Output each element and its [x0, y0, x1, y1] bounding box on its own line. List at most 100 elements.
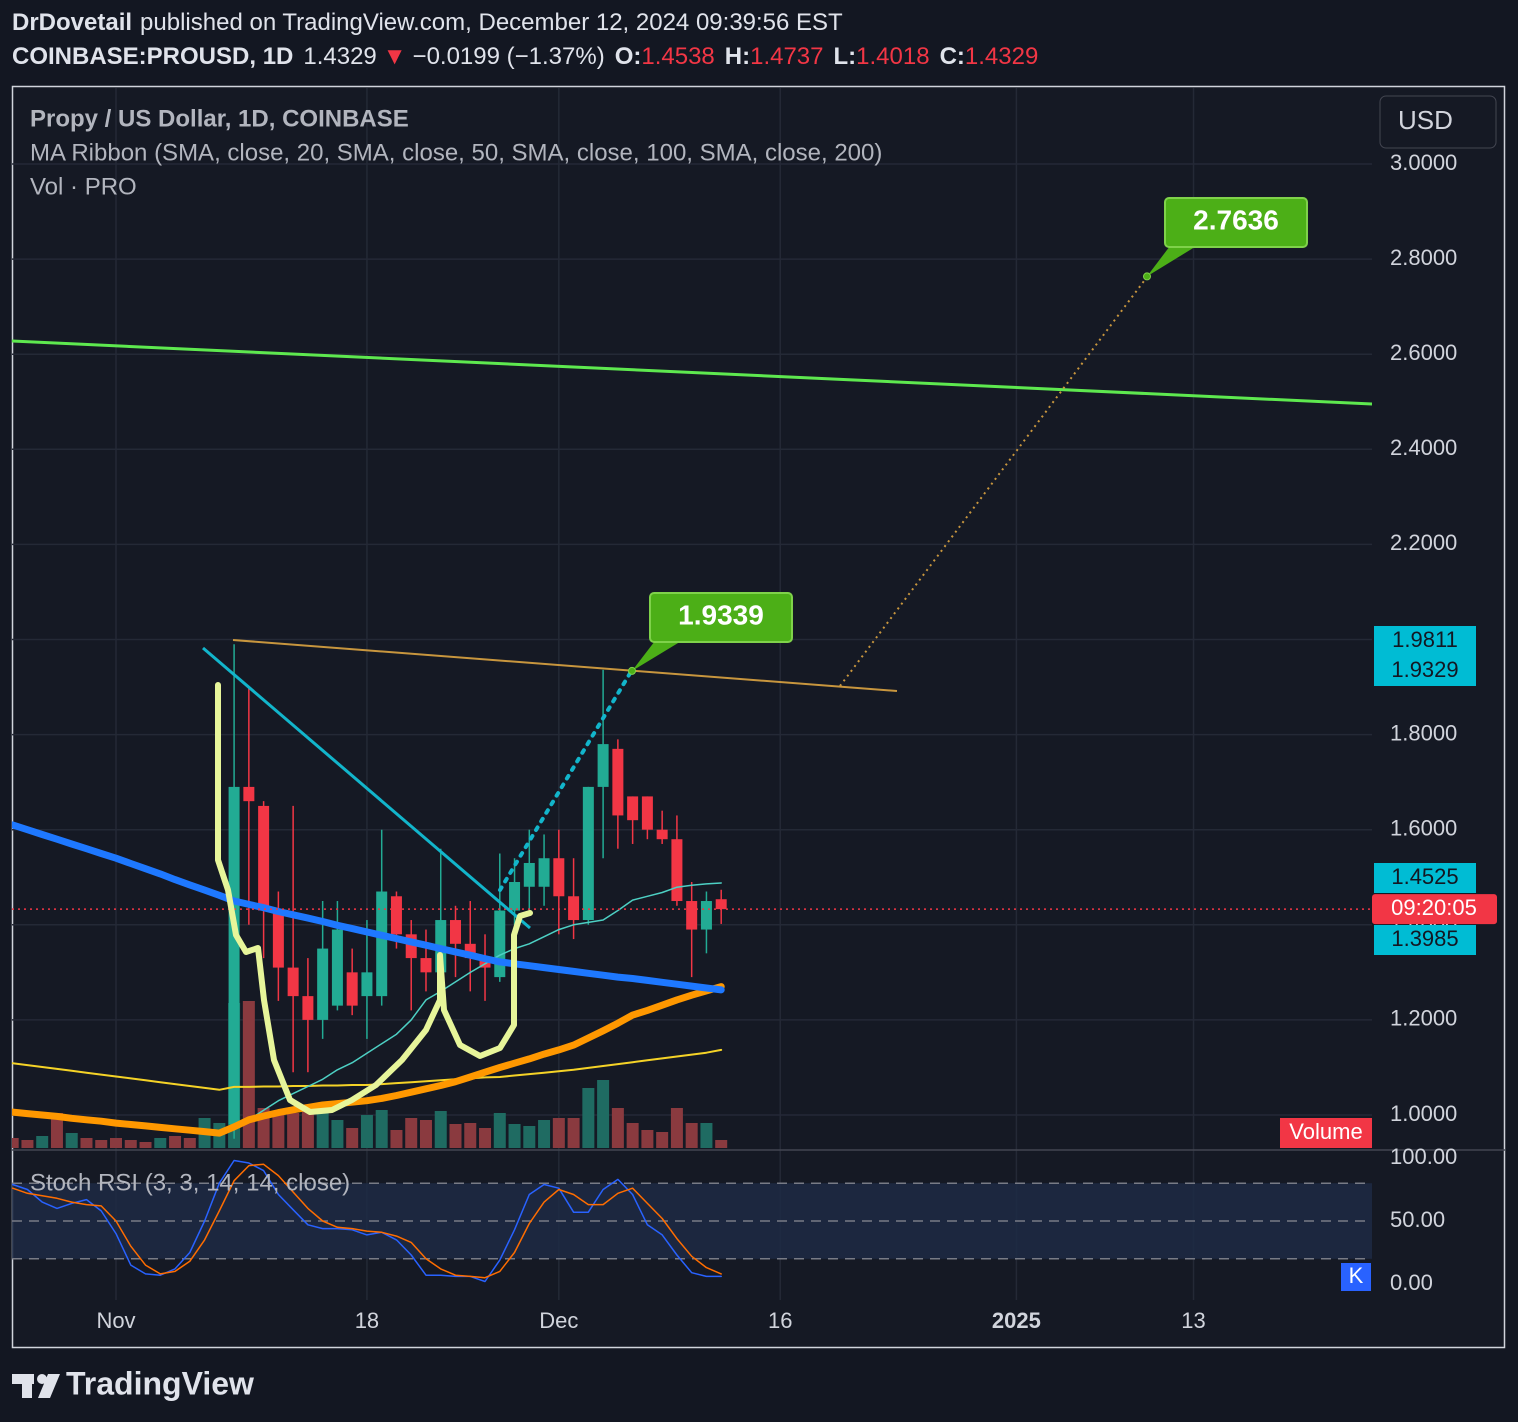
candle-body	[302, 996, 314, 1020]
volume-bar	[375, 1110, 388, 1148]
countdown: 09:20:05	[1391, 895, 1477, 920]
volume-bar	[242, 1001, 255, 1148]
price-badge	[1374, 863, 1476, 893]
currency-label[interactable]: USD	[1398, 105, 1453, 135]
callout-box	[649, 592, 793, 643]
published: published on TradingView.com, December 1…	[140, 9, 843, 36]
line	[12, 1159, 722, 1283]
y-tick-label: 2.8000	[1390, 245, 1457, 270]
volume-bar	[95, 1140, 108, 1148]
volume-bar	[670, 1108, 683, 1148]
volume-bar	[169, 1136, 182, 1148]
volume-bar	[626, 1123, 639, 1148]
volume-bar	[12, 1138, 19, 1148]
volume-bar	[287, 1113, 300, 1148]
drawings	[12, 276, 1372, 1115]
candle-body	[553, 858, 565, 897]
candle-body	[627, 796, 639, 821]
stoch-pane	[12, 1159, 1372, 1283]
volume-bar	[508, 1124, 521, 1148]
volume-bar	[272, 1113, 285, 1148]
candle-body	[390, 896, 402, 935]
candle-body	[656, 829, 668, 840]
header-line: DrDovetail published on TradingView.com, …	[12, 9, 843, 36]
volume-bar	[715, 1140, 728, 1148]
candle-body	[568, 896, 580, 921]
candle-body	[715, 899, 727, 910]
y-tick-label: 100.00	[1390, 1144, 1457, 1169]
candle-body	[597, 744, 609, 787]
y-tick-label: 2.2000	[1390, 530, 1457, 555]
volume-bar	[567, 1118, 580, 1148]
trend-line	[12, 339, 1372, 406]
logo-shape	[22, 1374, 32, 1398]
volume-bar	[582, 1088, 595, 1148]
overlays: 09:20:05 1.9811 1.9329 1.4525 1.3985 1.9339 2.…	[628, 197, 1497, 955]
line	[12, 821, 725, 994]
projection-line	[498, 668, 634, 892]
freehand-drawing	[215, 682, 533, 1115]
stoch-title: Stoch RSI (3, 3, 14, 14, close)	[30, 1169, 350, 1196]
price-badge-label: 1.9329	[1391, 657, 1458, 682]
y-tick-label: 1.0000	[1390, 1101, 1457, 1126]
price-badge	[1374, 656, 1476, 686]
candle-body	[361, 972, 373, 997]
y-tick-label: 0.00	[1390, 1270, 1433, 1295]
candle-body	[243, 786, 255, 802]
chart-frame	[11, 85, 1506, 1349]
volume-bar	[50, 1113, 63, 1148]
volume-bar	[124, 1140, 137, 1148]
candle-body	[582, 786, 594, 921]
logo-shape	[38, 1374, 60, 1398]
volume-bar	[434, 1111, 447, 1148]
candle-body	[479, 958, 491, 968]
volume-bar	[538, 1120, 551, 1148]
author: DrDovetail	[12, 9, 132, 36]
volume-bar	[449, 1124, 462, 1148]
price-badge-label: 1.9811	[1392, 627, 1458, 652]
chart-title: Propy / US Dollar, 1D, COINBASE	[30, 105, 409, 132]
y-tick-label: 50.00	[1390, 1207, 1445, 1232]
candle-body	[700, 901, 712, 930]
ohlc-key: H:	[725, 43, 750, 70]
ohlc-key: C:	[940, 43, 965, 70]
candle-body	[523, 862, 535, 887]
callout-point	[628, 666, 636, 675]
countdown-badge	[1372, 894, 1497, 925]
volume-bar	[479, 1128, 492, 1148]
x-tick-label: 2025	[992, 1308, 1041, 1333]
y-tick-label: 3.0000	[1390, 150, 1457, 175]
volume-bar	[183, 1138, 196, 1148]
candle-body	[287, 967, 299, 997]
volume-bar	[331, 1120, 344, 1148]
candle-body	[405, 934, 417, 959]
line	[12, 1163, 722, 1279]
candle-body	[317, 948, 329, 1020]
y-tick-label: 1.8000	[1390, 720, 1457, 745]
arrow: ▼	[383, 43, 407, 70]
volume-bar	[493, 1113, 506, 1148]
symbol: COINBASE:PROUSD, 1D	[12, 43, 293, 70]
volume-bar	[552, 1118, 565, 1148]
volume-bar	[316, 1110, 329, 1148]
callout-label: 1.9339	[678, 599, 764, 630]
k-label: K	[1349, 1263, 1364, 1288]
x-tick-label: Dec	[539, 1308, 578, 1333]
volume-bar	[110, 1138, 123, 1148]
candle-body	[420, 958, 432, 973]
x-tick-label: 13	[1181, 1308, 1205, 1333]
trend-line	[202, 646, 531, 930]
volume-bar	[80, 1138, 93, 1148]
candle-body	[464, 943, 476, 959]
callout-pointer	[1147, 242, 1203, 277]
callout-pointer	[632, 637, 688, 671]
trend-line	[232, 639, 898, 692]
ohlc-value: 1.4329	[965, 43, 1038, 70]
brand: TradingView	[66, 1365, 254, 1401]
volume-bar	[405, 1118, 418, 1148]
volume-bar	[523, 1126, 536, 1148]
currency-button[interactable]	[1379, 95, 1497, 149]
price-pane	[12, 644, 1372, 1148]
y-tick-label: 1.6000	[1390, 816, 1457, 841]
